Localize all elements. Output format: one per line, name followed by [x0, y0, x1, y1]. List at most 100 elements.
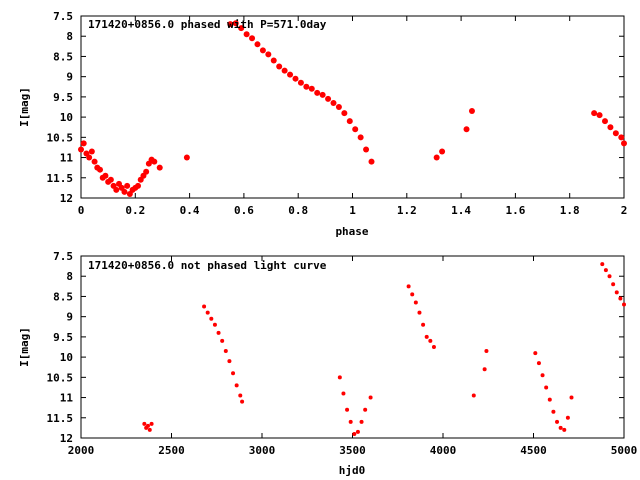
phased-x-tick-label: 1.4: [451, 204, 471, 217]
phased-data-point: [78, 146, 84, 153]
phased-data-point: [468, 108, 475, 115]
raw-y-tick-label: 8: [66, 270, 73, 283]
raw-x-tick-label: 5000: [611, 444, 638, 457]
phased-data-point: [124, 182, 131, 189]
raw-chart-title: 171420+0856.0 not phased light curve: [88, 259, 327, 272]
raw-data-point: [406, 284, 411, 289]
raw-data-point: [471, 393, 476, 398]
phased-data-point: [281, 67, 288, 74]
phased-data-point: [243, 31, 250, 38]
phased-y-tick-label: 8: [66, 30, 73, 43]
phased-x-ticks: 0 0.2 0.4 0.6 0.8 1 1.2 1.4 1.6 1.8 2: [78, 16, 627, 217]
phased-x-tick-label: 1: [349, 204, 356, 217]
phased-data-point: [121, 188, 128, 195]
phased-data-point: [612, 130, 619, 137]
raw-y-tick-label: 10: [60, 351, 73, 364]
raw-data-point: [607, 274, 612, 279]
raw-data-point: [555, 419, 560, 424]
phased-data-point: [238, 25, 245, 32]
raw-data-point: [431, 345, 436, 349]
phased-data-point: [368, 158, 375, 165]
phased-data-point: [151, 158, 158, 165]
raw-data-point: [547, 397, 552, 402]
raw-x-tick-label: 4000: [430, 444, 457, 457]
phased-x-tick-label: 0: [78, 204, 85, 217]
phased-data-point: [292, 75, 299, 82]
raw-data-point: [603, 268, 608, 273]
phased-data-point: [330, 99, 337, 106]
raw-data-point: [421, 322, 426, 327]
raw-data-points: [142, 262, 626, 436]
phased-data-point: [135, 182, 142, 189]
raw-x-axis-label: hjd0: [339, 464, 366, 477]
phased-data-point: [439, 148, 446, 155]
phased-plot-frame: [80, 15, 625, 199]
raw-data-point: [533, 351, 538, 356]
raw-y-tick-label: 8.5: [53, 290, 73, 303]
raw-data-point: [231, 371, 236, 376]
raw-data-point: [562, 427, 567, 432]
phased-data-point: [601, 118, 608, 125]
phased-data-point: [254, 41, 261, 48]
raw-data-point: [209, 316, 214, 321]
raw-y-tick-label: 9: [66, 311, 73, 324]
phased-x-tick-label: 1.2: [397, 204, 417, 217]
phased-data-point: [91, 158, 98, 165]
phased-y-tick-label: 11.5: [47, 172, 74, 185]
raw-data-point: [417, 310, 422, 315]
phased-data-point: [102, 172, 109, 179]
raw-data-point: [413, 300, 418, 305]
phased-data-point: [156, 164, 163, 171]
phased-data-point: [113, 186, 120, 193]
phased-x-axis-label: phase: [335, 225, 368, 238]
phased-data-point: [227, 21, 234, 28]
raw-data-point: [614, 290, 619, 295]
raw-data-point: [145, 423, 150, 428]
phased-light-curve-panel: 0 0.2 0.4 0.6 0.8 1 1.2 1.4 1.6 1.8 2 7.5 8 8.5 9 9.5 1…: [18, 10, 627, 238]
raw-data-point: [363, 407, 368, 412]
phased-x-tick-label: 0.4: [180, 204, 200, 217]
phased-data-point: [143, 168, 150, 175]
phased-y-tick-label: 9.5: [53, 91, 73, 104]
raw-data-point: [240, 399, 245, 404]
phased-data-point: [107, 176, 114, 183]
phased-x-tick-label: 1.8: [560, 204, 580, 217]
phased-data-point: [259, 47, 266, 54]
phased-data-point: [297, 79, 304, 86]
phased-data-point: [352, 126, 359, 133]
raw-data-point: [618, 296, 623, 301]
phased-x-tick-label: 0.2: [125, 204, 145, 217]
phased-data-point: [363, 146, 370, 153]
raw-data-point: [622, 302, 626, 307]
phased-y-axis-label: I[mag]: [18, 87, 31, 127]
phased-y-tick-label: 11: [60, 152, 74, 165]
raw-data-point: [484, 349, 489, 354]
raw-data-point: [227, 359, 232, 364]
phased-data-point: [341, 110, 348, 117]
phased-y-tick-label: 8.5: [53, 50, 73, 63]
raw-y-tick-label: 7.5: [53, 250, 73, 263]
raw-y-ticks: 7.5 8 8.5 9 9.5 10 10.5 11 11.5 12: [47, 250, 624, 445]
phased-data-point: [621, 140, 627, 147]
raw-data-point: [234, 383, 239, 388]
raw-data-point: [551, 409, 556, 414]
raw-data-point: [482, 367, 487, 372]
raw-data-point: [238, 393, 243, 398]
phased-data-point: [303, 83, 310, 90]
raw-data-point: [424, 334, 429, 339]
raw-data-point: [345, 407, 350, 412]
raw-x-ticks: 2000 2500 3000 3500 4000 4500 5000: [68, 256, 638, 457]
raw-x-tick-label: 2500: [158, 444, 185, 457]
phased-data-point: [270, 57, 277, 64]
raw-plot-frame: [80, 255, 625, 439]
phased-data-point: [287, 71, 294, 78]
phased-data-point: [183, 154, 190, 161]
phased-data-point: [319, 91, 326, 98]
raw-y-tick-label: 11.5: [47, 412, 74, 425]
raw-y-tick-label: 10.5: [47, 371, 74, 384]
raw-data-point: [368, 395, 373, 400]
raw-data-point: [565, 415, 570, 420]
phased-data-point: [335, 104, 342, 110]
phased-data-point: [86, 154, 93, 161]
phased-data-point: [97, 166, 104, 173]
